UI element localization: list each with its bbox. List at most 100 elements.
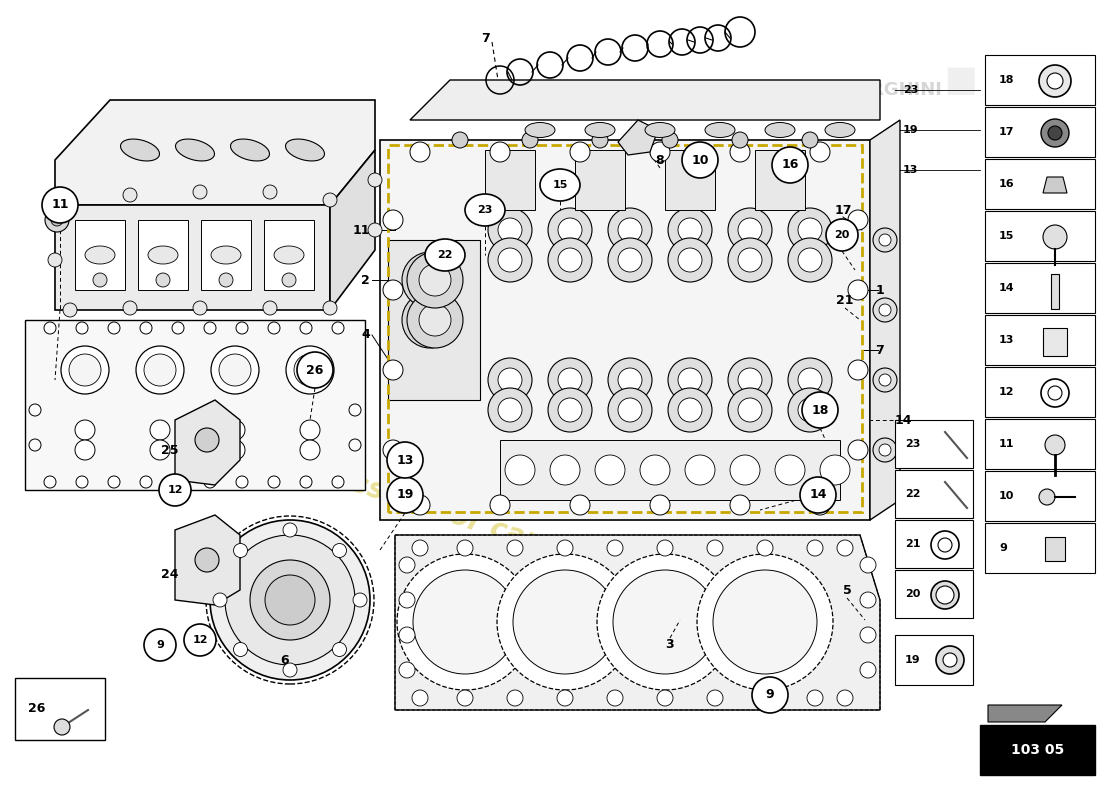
Circle shape	[332, 322, 344, 334]
Ellipse shape	[274, 246, 304, 264]
Circle shape	[123, 188, 138, 202]
Text: 16: 16	[999, 179, 1014, 189]
Bar	[138, 220, 188, 290]
Circle shape	[738, 368, 762, 392]
Bar	[895, 520, 974, 568]
Text: 19: 19	[396, 489, 414, 502]
Text: 1085: 1085	[487, 366, 913, 514]
Circle shape	[383, 360, 403, 380]
Circle shape	[738, 248, 762, 272]
Circle shape	[399, 627, 415, 643]
Text: 9: 9	[766, 689, 774, 702]
Circle shape	[268, 476, 280, 488]
Circle shape	[144, 354, 176, 386]
Polygon shape	[55, 100, 375, 205]
Circle shape	[1048, 126, 1062, 140]
Ellipse shape	[425, 239, 465, 271]
Circle shape	[697, 554, 833, 690]
Circle shape	[757, 540, 773, 556]
Circle shape	[608, 238, 652, 282]
Text: 7: 7	[482, 31, 490, 45]
Circle shape	[557, 690, 573, 706]
Circle shape	[757, 690, 773, 706]
Polygon shape	[1045, 537, 1065, 561]
Text: 6: 6	[280, 654, 289, 666]
Circle shape	[507, 690, 522, 706]
Bar	[984, 211, 1094, 261]
Circle shape	[820, 455, 850, 485]
Text: 20: 20	[905, 589, 921, 599]
Circle shape	[419, 304, 451, 336]
Circle shape	[668, 358, 712, 402]
Text: 23: 23	[903, 85, 918, 95]
Circle shape	[75, 420, 95, 440]
Circle shape	[730, 495, 750, 515]
Ellipse shape	[585, 122, 615, 138]
Text: 26: 26	[28, 702, 45, 715]
Circle shape	[507, 540, 522, 556]
Circle shape	[136, 346, 184, 394]
Circle shape	[678, 248, 702, 272]
Bar	[666, 150, 715, 210]
Circle shape	[219, 273, 233, 287]
Ellipse shape	[85, 246, 116, 264]
Polygon shape	[175, 515, 240, 605]
Bar	[984, 419, 1094, 469]
Circle shape	[497, 554, 632, 690]
Circle shape	[860, 592, 876, 608]
Circle shape	[860, 557, 876, 573]
Circle shape	[707, 540, 723, 556]
Circle shape	[1041, 119, 1069, 147]
Polygon shape	[379, 140, 870, 520]
Text: 14: 14	[999, 283, 1014, 293]
Circle shape	[488, 388, 532, 432]
Bar	[984, 367, 1094, 417]
Circle shape	[662, 132, 678, 148]
Text: 22: 22	[905, 489, 921, 499]
Circle shape	[226, 535, 355, 665]
Circle shape	[558, 398, 582, 422]
Circle shape	[936, 586, 954, 604]
Circle shape	[412, 570, 517, 674]
Circle shape	[332, 642, 346, 657]
Circle shape	[807, 690, 823, 706]
Circle shape	[873, 368, 896, 392]
Circle shape	[713, 570, 817, 674]
Circle shape	[150, 440, 170, 460]
Bar	[984, 107, 1094, 157]
Circle shape	[75, 440, 95, 460]
Circle shape	[1048, 386, 1062, 400]
Circle shape	[383, 440, 403, 460]
Circle shape	[210, 520, 370, 680]
Circle shape	[810, 142, 830, 162]
Circle shape	[332, 476, 344, 488]
Circle shape	[195, 548, 219, 572]
Circle shape	[618, 248, 642, 272]
Circle shape	[140, 476, 152, 488]
Circle shape	[233, 543, 248, 558]
Text: 12: 12	[167, 485, 183, 495]
Text: LAMBORGHINI: LAMBORGHINI	[799, 81, 942, 99]
Circle shape	[490, 142, 510, 162]
Circle shape	[938, 538, 952, 552]
Text: 13: 13	[999, 335, 1014, 345]
Circle shape	[383, 210, 403, 230]
Polygon shape	[410, 80, 880, 120]
Circle shape	[29, 404, 41, 416]
Text: 15: 15	[552, 180, 568, 190]
Text: 18: 18	[999, 75, 1014, 85]
Circle shape	[595, 455, 625, 485]
Text: ◼: ◼	[943, 59, 977, 101]
Circle shape	[407, 292, 463, 348]
Circle shape	[368, 223, 382, 237]
Circle shape	[522, 132, 538, 148]
Circle shape	[1040, 65, 1071, 97]
Polygon shape	[870, 120, 900, 520]
Circle shape	[192, 301, 207, 315]
Circle shape	[848, 280, 868, 300]
Circle shape	[668, 388, 712, 432]
Circle shape	[650, 142, 670, 162]
Circle shape	[498, 398, 522, 422]
Circle shape	[682, 142, 718, 178]
Text: 20: 20	[834, 230, 849, 240]
